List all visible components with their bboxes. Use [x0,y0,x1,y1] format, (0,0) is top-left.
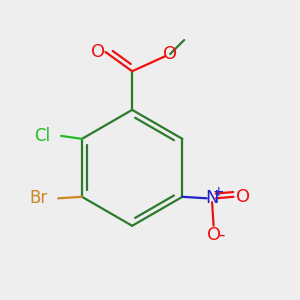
Text: O: O [206,226,220,244]
Text: N: N [205,189,219,207]
Text: O: O [91,43,105,61]
Text: O: O [236,188,250,206]
Text: Br: Br [29,189,48,207]
Text: Cl: Cl [34,127,50,145]
Text: +: + [213,185,224,199]
Text: -: - [218,226,224,244]
Text: O: O [163,45,177,63]
